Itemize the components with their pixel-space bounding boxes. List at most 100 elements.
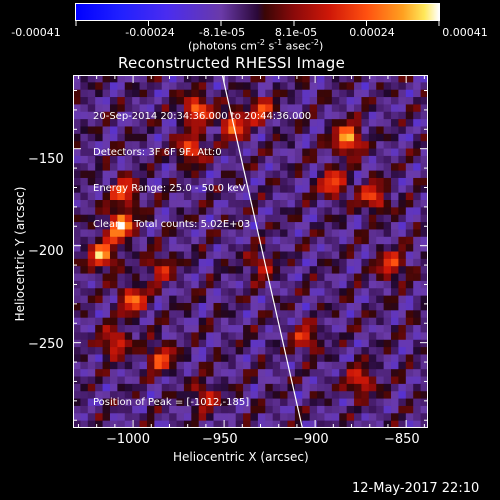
heatmap-cell <box>213 141 222 149</box>
heatmap-cell <box>287 133 296 142</box>
heatmap-cell <box>117 347 126 355</box>
heatmap-cell <box>220 111 229 120</box>
heatmap-cell <box>309 405 318 414</box>
heatmap-cell <box>198 280 207 289</box>
heatmap-cell <box>354 258 362 267</box>
heatmap-cell <box>398 236 407 245</box>
heatmap-cell <box>213 347 222 355</box>
heatmap-cell <box>309 325 318 333</box>
heatmap-cell <box>154 229 163 238</box>
heatmap-cell <box>257 192 266 201</box>
heatmap-cell <box>376 347 385 355</box>
heatmap-cell <box>198 391 207 399</box>
heatmap-cell <box>228 398 237 407</box>
heatmap-cell <box>161 89 170 98</box>
heatmap-cell <box>331 317 340 326</box>
heatmap-cell <box>191 104 200 113</box>
heatmap-cell <box>383 214 392 223</box>
heatmap-cell <box>287 155 296 164</box>
heatmap-cell <box>257 369 266 377</box>
heatmap-cell <box>109 185 118 194</box>
heatmap-cell <box>191 339 200 348</box>
heatmap-cell <box>398 214 407 223</box>
heatmap-cell <box>405 244 414 252</box>
heatmap-cell <box>176 207 185 216</box>
heatmap-cell <box>265 288 274 297</box>
heatmap-cell <box>317 75 325 83</box>
heatmap-cell <box>376 258 385 267</box>
heatmap-cell <box>398 200 407 208</box>
heatmap-cell <box>376 325 385 333</box>
heatmap-cell <box>272 295 281 304</box>
heatmap-cell <box>250 126 259 135</box>
heatmap-cell <box>95 141 103 149</box>
heatmap-cell <box>309 104 318 113</box>
heatmap-cell <box>317 185 325 194</box>
heatmap-cell <box>265 398 274 407</box>
heatmap-cell <box>183 310 192 319</box>
heatmap-cell <box>235 288 244 297</box>
heatmap-cell <box>361 361 370 370</box>
heatmap-cell <box>117 310 126 319</box>
heatmap-cell <box>324 398 333 407</box>
heatmap-cell <box>361 266 370 274</box>
heatmap-cell <box>294 104 303 113</box>
heatmap-cell <box>228 376 237 385</box>
heatmap-cell <box>191 119 200 127</box>
heatmap-cell <box>368 177 377 186</box>
heatmap-cell <box>309 273 318 282</box>
heatmap-cell <box>161 97 170 105</box>
heatmap-cell <box>361 310 370 319</box>
heatmap-cell <box>213 376 222 385</box>
heatmap-cell <box>361 405 370 414</box>
heatmap-cell <box>280 369 288 377</box>
heatmap-cell <box>257 200 266 208</box>
heatmap-cell <box>339 222 348 230</box>
heatmap-cell <box>161 288 170 297</box>
heatmap-cell <box>161 104 170 113</box>
heatmap-cell <box>95 332 103 341</box>
heatmap-cell <box>272 133 281 142</box>
heatmap-cell <box>398 97 407 105</box>
heatmap-cell <box>87 317 96 326</box>
heatmap-cell <box>339 119 348 127</box>
heatmap-cell <box>339 354 348 363</box>
heatmap-cell <box>391 229 399 238</box>
heatmap-cell <box>324 177 333 186</box>
heatmap-cell <box>109 97 118 105</box>
heatmap-cell <box>124 295 133 304</box>
heatmap-cell <box>206 126 214 135</box>
heatmap-cell <box>95 288 103 297</box>
heatmap-cell <box>368 376 377 385</box>
heatmap-cell <box>80 177 89 186</box>
heatmap-cell <box>132 266 140 274</box>
heatmap-cell <box>272 391 281 399</box>
heatmap-cell <box>243 163 251 171</box>
heatmap-cell <box>73 214 81 223</box>
heatmap-cell <box>368 332 377 341</box>
heatmap-cell <box>95 420 103 428</box>
heatmap-cell <box>413 244 422 252</box>
heatmap-cell <box>302 288 311 297</box>
heatmap-cell <box>117 75 126 83</box>
heatmap-cell <box>198 148 207 157</box>
heatmap-cell <box>257 111 266 120</box>
heatmap-cell <box>183 280 192 289</box>
heatmap-cell <box>235 177 244 186</box>
heatmap-cell <box>154 347 163 355</box>
heatmap-cell <box>235 369 244 377</box>
heatmap-cell <box>317 82 325 91</box>
heatmap-cell <box>117 273 126 282</box>
heatmap-cell <box>169 317 177 326</box>
heatmap-cell <box>376 97 385 105</box>
heatmap-cell <box>317 317 325 326</box>
heatmap-cell <box>206 192 214 201</box>
heatmap-cell <box>191 302 200 311</box>
heatmap-cell <box>220 405 229 414</box>
heatmap-cell <box>161 369 170 377</box>
heatmap-cell <box>109 192 118 201</box>
heatmap-cell <box>317 383 325 392</box>
heatmap-cell <box>309 420 318 428</box>
heatmap-cell <box>405 155 414 164</box>
heatmap-cell <box>117 111 126 120</box>
